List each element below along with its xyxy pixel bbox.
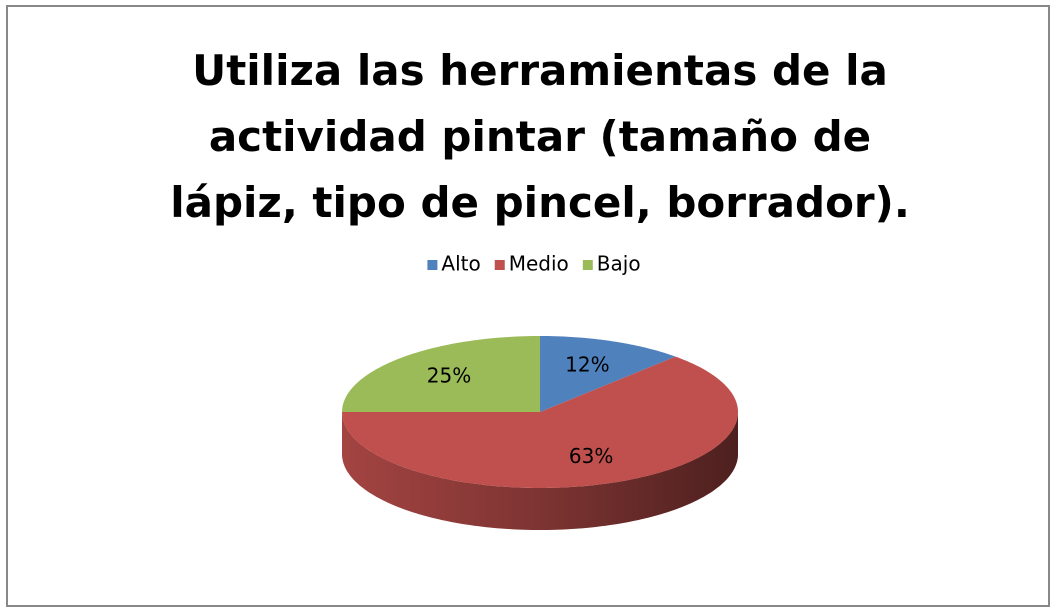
data-label: 12% (565, 353, 609, 377)
pie-slice (540, 336, 676, 412)
legend-swatch (427, 260, 438, 270)
chart-title: Utiliza las herramientas de la actividad… (170, 46, 910, 227)
pie-slice (342, 336, 540, 412)
legend-swatch (494, 260, 505, 270)
chart-frame (6, 5, 1050, 607)
pie-slice (342, 356, 738, 488)
legend-swatch (582, 260, 593, 270)
data-label: 63% (569, 444, 613, 468)
data-label: 25% (427, 364, 471, 388)
legend-label: Medio (509, 252, 569, 276)
legend-label: Alto (441, 252, 480, 276)
legend-label: Bajo (597, 252, 641, 276)
pie-side-shade (342, 412, 738, 530)
